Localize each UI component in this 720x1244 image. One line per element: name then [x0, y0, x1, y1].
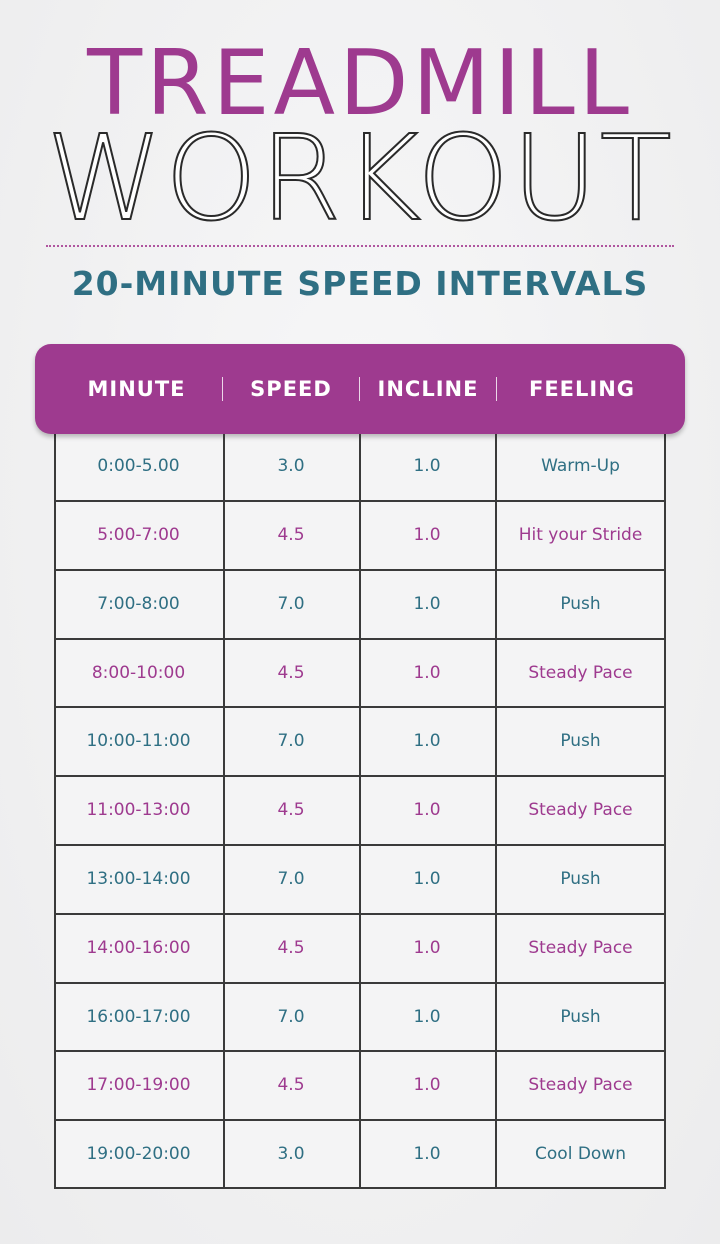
- grid-line: [54, 1119, 666, 1121]
- cell-minute: 17:00-19:00: [86, 1075, 191, 1095]
- cell-minute: 16:00-17:00: [86, 1007, 191, 1027]
- grid-line: [54, 569, 666, 571]
- grid-line: [54, 638, 666, 640]
- cell-speed: 4.5: [277, 800, 305, 820]
- cell-speed: 7.0: [277, 594, 305, 614]
- table-row: 8:00-10:00 4.5 1.0 Steady Pace: [54, 639, 666, 708]
- cell-speed: 7.0: [277, 869, 305, 889]
- cell-minute: 7:00-8:00: [97, 594, 180, 614]
- cell-incline: 1.0: [413, 594, 441, 614]
- grid-line: [495, 434, 497, 1189]
- cell-feeling: Steady Pace: [528, 800, 633, 820]
- cell-feeling: Push: [560, 594, 601, 614]
- table-row: 7:00-8:00 7.0 1.0 Push: [54, 570, 666, 639]
- cell-minute: 13:00-14:00: [86, 869, 191, 889]
- header-separator: [496, 377, 497, 401]
- table-row: 19:00-20:00 3.0 1.0 Cool Down: [54, 1120, 666, 1189]
- header-separator: [222, 377, 223, 401]
- table-header: MINUTE SPEED INCLINE FEELING: [35, 344, 685, 434]
- cell-speed: 4.5: [277, 1075, 305, 1095]
- grid-line: [54, 1050, 666, 1052]
- cell-feeling: Cool Down: [535, 1144, 626, 1164]
- grid-line: [54, 500, 666, 502]
- cell-feeling: Push: [560, 1007, 601, 1027]
- cell-speed: 7.0: [277, 1007, 305, 1027]
- cell-incline: 1.0: [413, 1075, 441, 1095]
- table-row: 16:00-17:00 7.0 1.0 Push: [54, 983, 666, 1052]
- header-minute: MINUTE: [87, 377, 186, 401]
- cell-speed: 4.5: [277, 525, 305, 545]
- cell-minute: 11:00-13:00: [86, 800, 191, 820]
- title-workout: WORKOUT: [45, 109, 674, 247]
- grid-line: [54, 982, 666, 984]
- grid-line: [54, 913, 666, 915]
- cell-incline: 1.0: [413, 456, 441, 476]
- subtitle: 20-MINUTE SPEED INTERVALS: [71, 264, 649, 303]
- cell-incline: 1.0: [413, 800, 441, 820]
- header-speed: SPEED: [250, 377, 332, 401]
- cell-speed: 3.0: [277, 456, 305, 476]
- cell-incline: 1.0: [413, 525, 441, 545]
- cell-feeling: Steady Pace: [528, 938, 633, 958]
- dotted-divider: [46, 245, 674, 247]
- header-feeling: FEELING: [528, 377, 636, 401]
- cell-incline: 1.0: [413, 1144, 441, 1164]
- grid-line: [54, 844, 666, 846]
- table-row: 14:00-16:00 4.5 1.0 Steady Pace: [54, 914, 666, 983]
- table-row: 11:00-13:00 4.5 1.0 Steady Pace: [54, 776, 666, 845]
- cell-minute: 8:00-10:00: [91, 663, 186, 683]
- cell-speed: 3.0: [277, 1144, 305, 1164]
- table-row: 5:00-7:00 4.5 1.0 Hit your Stride: [54, 501, 666, 570]
- cell-minute: 0:00-5.00: [97, 456, 180, 476]
- table-row: 0:00-5.00 3.0 1.0 Warm-Up: [54, 432, 666, 501]
- cell-incline: 1.0: [413, 731, 441, 751]
- cell-speed: 4.5: [277, 938, 305, 958]
- cell-minute: 5:00-7:00: [97, 525, 180, 545]
- cell-speed: 4.5: [277, 663, 305, 683]
- cell-feeling: Steady Pace: [528, 663, 633, 683]
- header-incline: INCLINE: [377, 377, 479, 401]
- table-row: 10:00-11:00 7.0 1.0 Push: [54, 707, 666, 776]
- cell-speed: 7.0: [277, 731, 305, 751]
- cell-feeling: Warm-Up: [541, 456, 620, 476]
- table-row: 13:00-14:00 7.0 1.0 Push: [54, 845, 666, 914]
- grid-line: [54, 706, 666, 708]
- title-treadmill: TREADMILL: [87, 31, 633, 136]
- cell-incline: 1.0: [413, 869, 441, 889]
- cell-feeling: Push: [560, 731, 601, 751]
- cell-feeling: Push: [560, 869, 601, 889]
- table-row: 17:00-19:00 4.5 1.0 Steady Pace: [54, 1051, 666, 1120]
- cell-feeling: Steady Pace: [528, 1075, 633, 1095]
- cell-incline: 1.0: [413, 1007, 441, 1027]
- cell-feeling: Hit your Stride: [518, 525, 643, 545]
- header-separator: [359, 377, 360, 401]
- grid-line: [223, 434, 225, 1189]
- cell-minute: 14:00-16:00: [86, 938, 191, 958]
- cell-minute: 10:00-11:00: [86, 731, 191, 751]
- cell-incline: 1.0: [413, 663, 441, 683]
- cell-incline: 1.0: [413, 938, 441, 958]
- cell-minute: 19:00-20:00: [86, 1144, 191, 1164]
- grid-line: [54, 775, 666, 777]
- grid-line: [359, 434, 361, 1189]
